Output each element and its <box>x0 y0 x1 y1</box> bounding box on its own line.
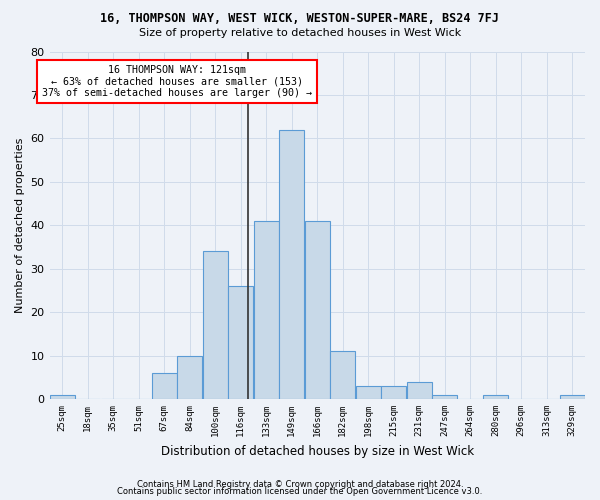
Text: Contains public sector information licensed under the Open Government Licence v3: Contains public sector information licen… <box>118 488 482 496</box>
Bar <box>177 356 202 399</box>
Bar <box>330 352 355 399</box>
Bar <box>279 130 304 399</box>
Bar <box>305 221 330 399</box>
Bar <box>152 373 177 399</box>
Text: 16, THOMPSON WAY, WEST WICK, WESTON-SUPER-MARE, BS24 7FJ: 16, THOMPSON WAY, WEST WICK, WESTON-SUPE… <box>101 12 499 26</box>
X-axis label: Distribution of detached houses by size in West Wick: Distribution of detached houses by size … <box>161 444 474 458</box>
Bar <box>483 394 508 399</box>
Y-axis label: Number of detached properties: Number of detached properties <box>15 138 25 313</box>
Text: Contains HM Land Registry data © Crown copyright and database right 2024.: Contains HM Land Registry data © Crown c… <box>137 480 463 489</box>
Bar <box>432 394 457 399</box>
Bar <box>356 386 381 399</box>
Bar <box>381 386 406 399</box>
Bar <box>407 382 432 399</box>
Text: 16 THOMPSON WAY: 121sqm
← 63% of detached houses are smaller (153)
37% of semi-d: 16 THOMPSON WAY: 121sqm ← 63% of detache… <box>42 64 312 98</box>
Bar <box>50 394 75 399</box>
Bar <box>254 221 279 399</box>
Bar <box>560 394 585 399</box>
Bar <box>203 252 228 399</box>
Text: Size of property relative to detached houses in West Wick: Size of property relative to detached ho… <box>139 28 461 38</box>
Bar <box>228 286 253 399</box>
